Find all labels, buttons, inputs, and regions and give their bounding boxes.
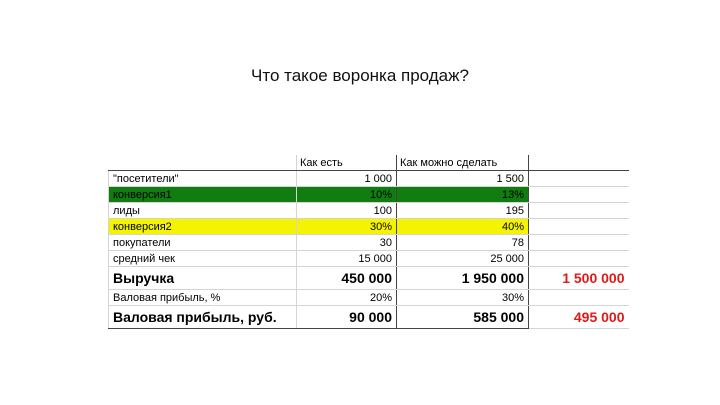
cell-current: 30 (296, 234, 397, 251)
row-label: лиды (108, 202, 297, 219)
header-current: Как есть (296, 155, 397, 171)
table-row: Валовая прибыль, руб. 90 000 585 000 495… (108, 305, 629, 329)
header-delta (528, 155, 629, 171)
table-row: конверсия1 10% 13% (108, 186, 629, 203)
cell-target: 30% (396, 289, 529, 306)
cell-current: 20% (296, 289, 397, 306)
cell-target: 1 950 000 (396, 266, 529, 290)
cell-target: 40% (396, 218, 529, 235)
table-row: Валовая прибыль, % 20% 30% (108, 289, 629, 306)
cell-delta: 1 500 000 (528, 266, 629, 290)
cell-delta (528, 186, 629, 203)
cell-target: 78 (396, 234, 529, 251)
sales-funnel-table: Как есть Как можно сделать "посетители" … (108, 155, 629, 329)
cell-current: 30% (296, 218, 397, 235)
cell-target: 25 000 (396, 250, 529, 267)
table-row: лиды 100 195 (108, 202, 629, 219)
cell-current: 15 000 (296, 250, 397, 267)
row-label: конверсия1 (108, 186, 297, 203)
table-row: покупатели 30 78 (108, 234, 629, 251)
cell-delta (528, 170, 629, 187)
slide-title: Что такое воронка продаж? (251, 66, 469, 85)
cell-current: 90 000 (296, 305, 397, 329)
row-label: "посетители" (108, 170, 297, 187)
cell-current: 1 000 (296, 170, 397, 187)
table-header-row: Как есть Как можно сделать (108, 155, 629, 171)
cell-delta (528, 202, 629, 219)
row-label: конверсия2 (108, 218, 297, 235)
cell-delta: 495 000 (528, 305, 629, 329)
header-target: Как можно сделать (396, 155, 529, 171)
cell-delta (528, 218, 629, 235)
table-row: Выручка 450 000 1 950 000 1 500 000 (108, 266, 629, 290)
row-label: средний чек (108, 250, 297, 267)
cell-delta (528, 234, 629, 251)
cell-current: 450 000 (296, 266, 397, 290)
row-label: покупатели (108, 234, 297, 251)
cell-current: 100 (296, 202, 397, 219)
cell-delta (528, 289, 629, 306)
cell-current: 10% (296, 186, 397, 203)
table-row: средний чек 15 000 25 000 (108, 250, 629, 267)
cell-target: 1 500 (396, 170, 529, 187)
table-row: "посетители" 1 000 1 500 (108, 170, 629, 187)
cell-target: 13% (396, 186, 529, 203)
header-label (108, 155, 297, 171)
table-row: конверсия2 30% 40% (108, 218, 629, 235)
cell-target: 585 000 (396, 305, 529, 329)
cell-target: 195 (396, 202, 529, 219)
row-label: Валовая прибыль, % (108, 289, 297, 306)
cell-delta (528, 250, 629, 267)
row-label: Выручка (108, 266, 297, 290)
row-label: Валовая прибыль, руб. (108, 305, 297, 329)
